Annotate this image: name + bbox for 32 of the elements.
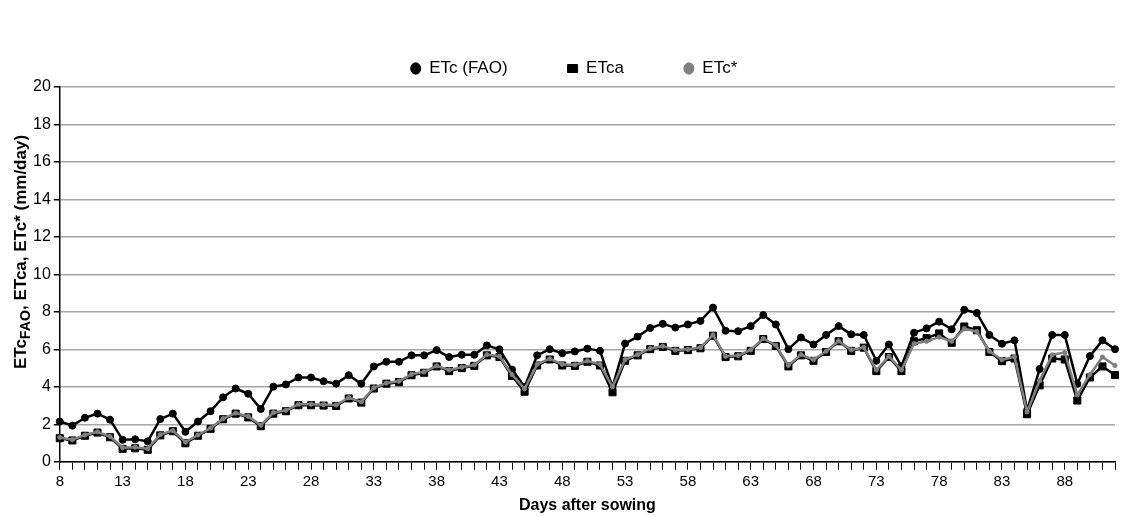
x-tick-label: 58 <box>679 471 697 489</box>
y-tick-label: 10 <box>33 264 51 282</box>
x-tick-label: 43 <box>491 471 508 489</box>
x-tick-label: 63 <box>742 471 760 489</box>
y-tick-label: 2 <box>41 414 51 432</box>
y-tick-label: 18 <box>33 114 51 132</box>
x-tick-label: 23 <box>239 471 257 489</box>
y-tick-label: 20 <box>33 77 51 95</box>
x-tick-label: 88 <box>1056 471 1074 489</box>
y-tick-label: 16 <box>33 152 51 170</box>
x-tick-label: 18 <box>177 471 194 489</box>
x-tick-label: 68 <box>805 471 822 489</box>
x-tick-label: 28 <box>302 471 320 489</box>
x-tick-label: 33 <box>365 471 383 489</box>
y-tick-label: 8 <box>41 302 51 320</box>
x-tick-label: 13 <box>114 471 131 489</box>
y-tick-label: 4 <box>41 377 51 395</box>
y-tick-label: 12 <box>33 227 51 245</box>
x-tick-label: 53 <box>616 471 634 489</box>
y-tick-label: 0 <box>41 452 51 470</box>
legend-label: ETc (FAO) <box>429 58 508 78</box>
x-axis-title: Days after sowing <box>518 495 656 513</box>
x-tick-label: 78 <box>930 471 948 489</box>
x-tick-label: 73 <box>867 471 885 489</box>
legend-label: ETc* <box>702 58 738 78</box>
x-tick-label: 8 <box>55 471 64 489</box>
x-tick-label: 48 <box>553 471 571 489</box>
y-tick-label: 6 <box>41 339 51 357</box>
legend-label: ETca <box>586 58 625 78</box>
y-tick-label: 14 <box>33 189 51 207</box>
x-tick-label: 83 <box>993 471 1011 489</box>
x-tick-label: 38 <box>428 471 445 489</box>
